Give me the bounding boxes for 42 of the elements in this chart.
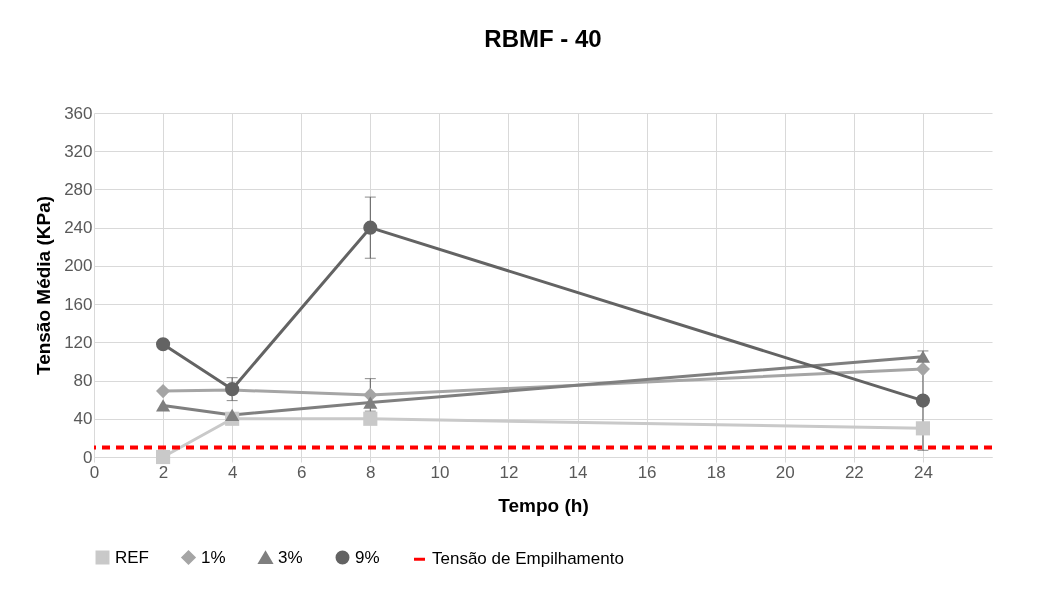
point [915, 421, 930, 436]
x-tick-label: 6 [297, 462, 307, 482]
x-tick-label: 4 [227, 462, 238, 482]
point [225, 408, 240, 422]
y-tick-label: 240 [64, 218, 93, 238]
y-tick-label: 320 [64, 141, 93, 161]
point [915, 393, 930, 408]
legend-label: 9% [355, 547, 380, 567]
chart-title: RBMF - 40 [484, 25, 602, 52]
legend-label: REF [115, 547, 149, 567]
x-tick-label: 8 [366, 462, 376, 482]
point [156, 384, 171, 399]
point [363, 396, 378, 409]
y-tick-label: 280 [64, 179, 93, 199]
x-tick-label: 14 [568, 462, 588, 482]
point [156, 399, 171, 412]
y-tick-label: 360 [64, 103, 93, 123]
point [915, 362, 930, 377]
legend-label: 1% [201, 547, 226, 567]
legend-label: 3% [278, 547, 303, 567]
y-tick-label: 0 [83, 447, 93, 467]
point [915, 350, 930, 363]
y-tick-label: 200 [64, 256, 93, 276]
x-axis-title: Tempo (h) [498, 494, 589, 516]
x-tick-label: 12 [499, 462, 519, 482]
x-tick-label: 20 [775, 462, 795, 482]
x-tick-label: 18 [706, 462, 726, 482]
y-tick-label: 160 [64, 294, 93, 314]
y-tick-label: 120 [64, 332, 93, 352]
x-tick-label: 2 [158, 462, 169, 482]
point [363, 411, 378, 426]
x-tick-label: 24 [913, 462, 933, 482]
x-tick-label: 10 [430, 462, 450, 482]
point [156, 449, 171, 465]
point [363, 220, 378, 235]
legend-label: Tensão de Empilhamento [432, 549, 624, 569]
point [156, 337, 171, 352]
x-tick-label: 16 [637, 462, 657, 482]
y-axis-title: Tensão Média (KPa) [33, 195, 55, 376]
y-tick-label: 40 [73, 409, 93, 429]
x-tick-label: 22 [844, 462, 864, 482]
y-tick-label: 80 [73, 371, 93, 391]
